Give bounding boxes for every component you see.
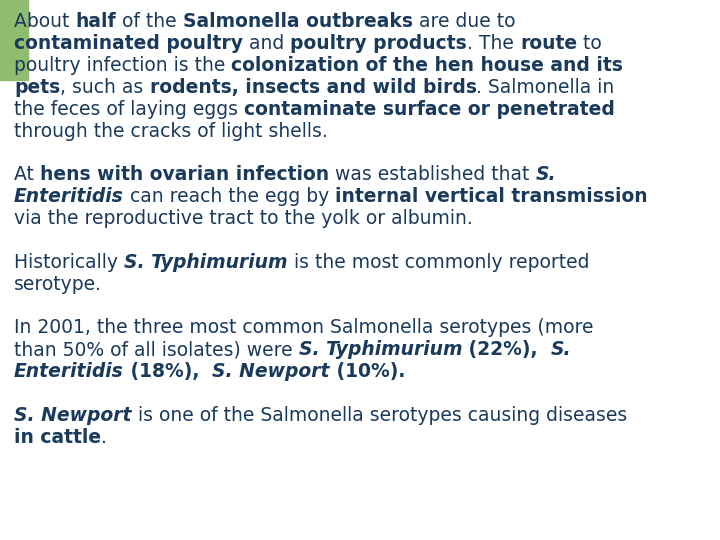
Text: Salmonella outbreaks: Salmonella outbreaks [183,12,413,31]
Text: hens with ovarian infection: hens with ovarian infection [40,165,329,184]
Bar [0,0,28,80]
Text: S. Newport: S. Newport [14,406,132,425]
Text: serotype.: serotype. [14,275,102,294]
Text: and: and [243,34,290,53]
Text: S.: S. [536,165,556,184]
Text: (10%).: (10%). [330,362,405,381]
Text: rodents, insects and wild birds: rodents, insects and wild birds [150,78,477,97]
Text: Enteritidis: Enteritidis [14,187,124,206]
Text: via the reproductive tract to the yolk or albumin.: via the reproductive tract to the yolk o… [14,209,473,228]
Text: S. Typhimurium: S. Typhimurium [299,340,462,359]
Text: S. Newport: S. Newport [212,362,330,381]
Text: (22%),: (22%), [462,340,551,359]
Text: half: half [76,12,116,31]
Text: are due to: are due to [413,12,515,31]
Text: poultry products: poultry products [290,34,467,53]
Text: , such as: , such as [60,78,150,97]
Text: internal vertical transmission: internal vertical transmission [335,187,647,206]
Text: to: to [577,34,602,53]
Text: . The: . The [467,34,520,53]
Text: is the most commonly reported: is the most commonly reported [287,253,589,272]
Text: At: At [14,165,40,184]
Text: . Salmonella in: . Salmonella in [477,78,615,97]
Text: S. Typhimurium: S. Typhimurium [124,253,287,272]
Text: Enteritidis: Enteritidis [14,362,124,381]
Text: the feces of laying eggs: the feces of laying eggs [14,100,244,119]
Text: .: . [101,428,107,447]
Text: About: About [14,12,76,31]
Text: (18%),: (18%), [124,362,212,381]
Text: through the cracks of light shells.: through the cracks of light shells. [14,122,328,141]
Text: Historically: Historically [14,253,124,272]
Text: than 50% of all isolates) were: than 50% of all isolates) were [14,340,299,359]
Text: poultry infection is the: poultry infection is the [14,56,231,75]
Text: can reach the egg by: can reach the egg by [124,187,335,206]
Text: In 2001, the three most common Salmonella serotypes (more: In 2001, the three most common Salmonell… [14,318,593,337]
Text: in cattle: in cattle [14,428,101,447]
Text: was established that: was established that [329,165,536,184]
Text: colonization of the hen house and its: colonization of the hen house and its [231,56,624,75]
Text: is one of the Salmonella serotypes causing diseases: is one of the Salmonella serotypes causi… [132,406,626,425]
Text: of the: of the [116,12,183,31]
Text: pets: pets [14,78,60,97]
Text: contaminate surface or penetrated: contaminate surface or penetrated [244,100,615,119]
Text: contaminated poultry: contaminated poultry [14,34,243,53]
Text: S.: S. [551,340,571,359]
Text: route: route [520,34,577,53]
